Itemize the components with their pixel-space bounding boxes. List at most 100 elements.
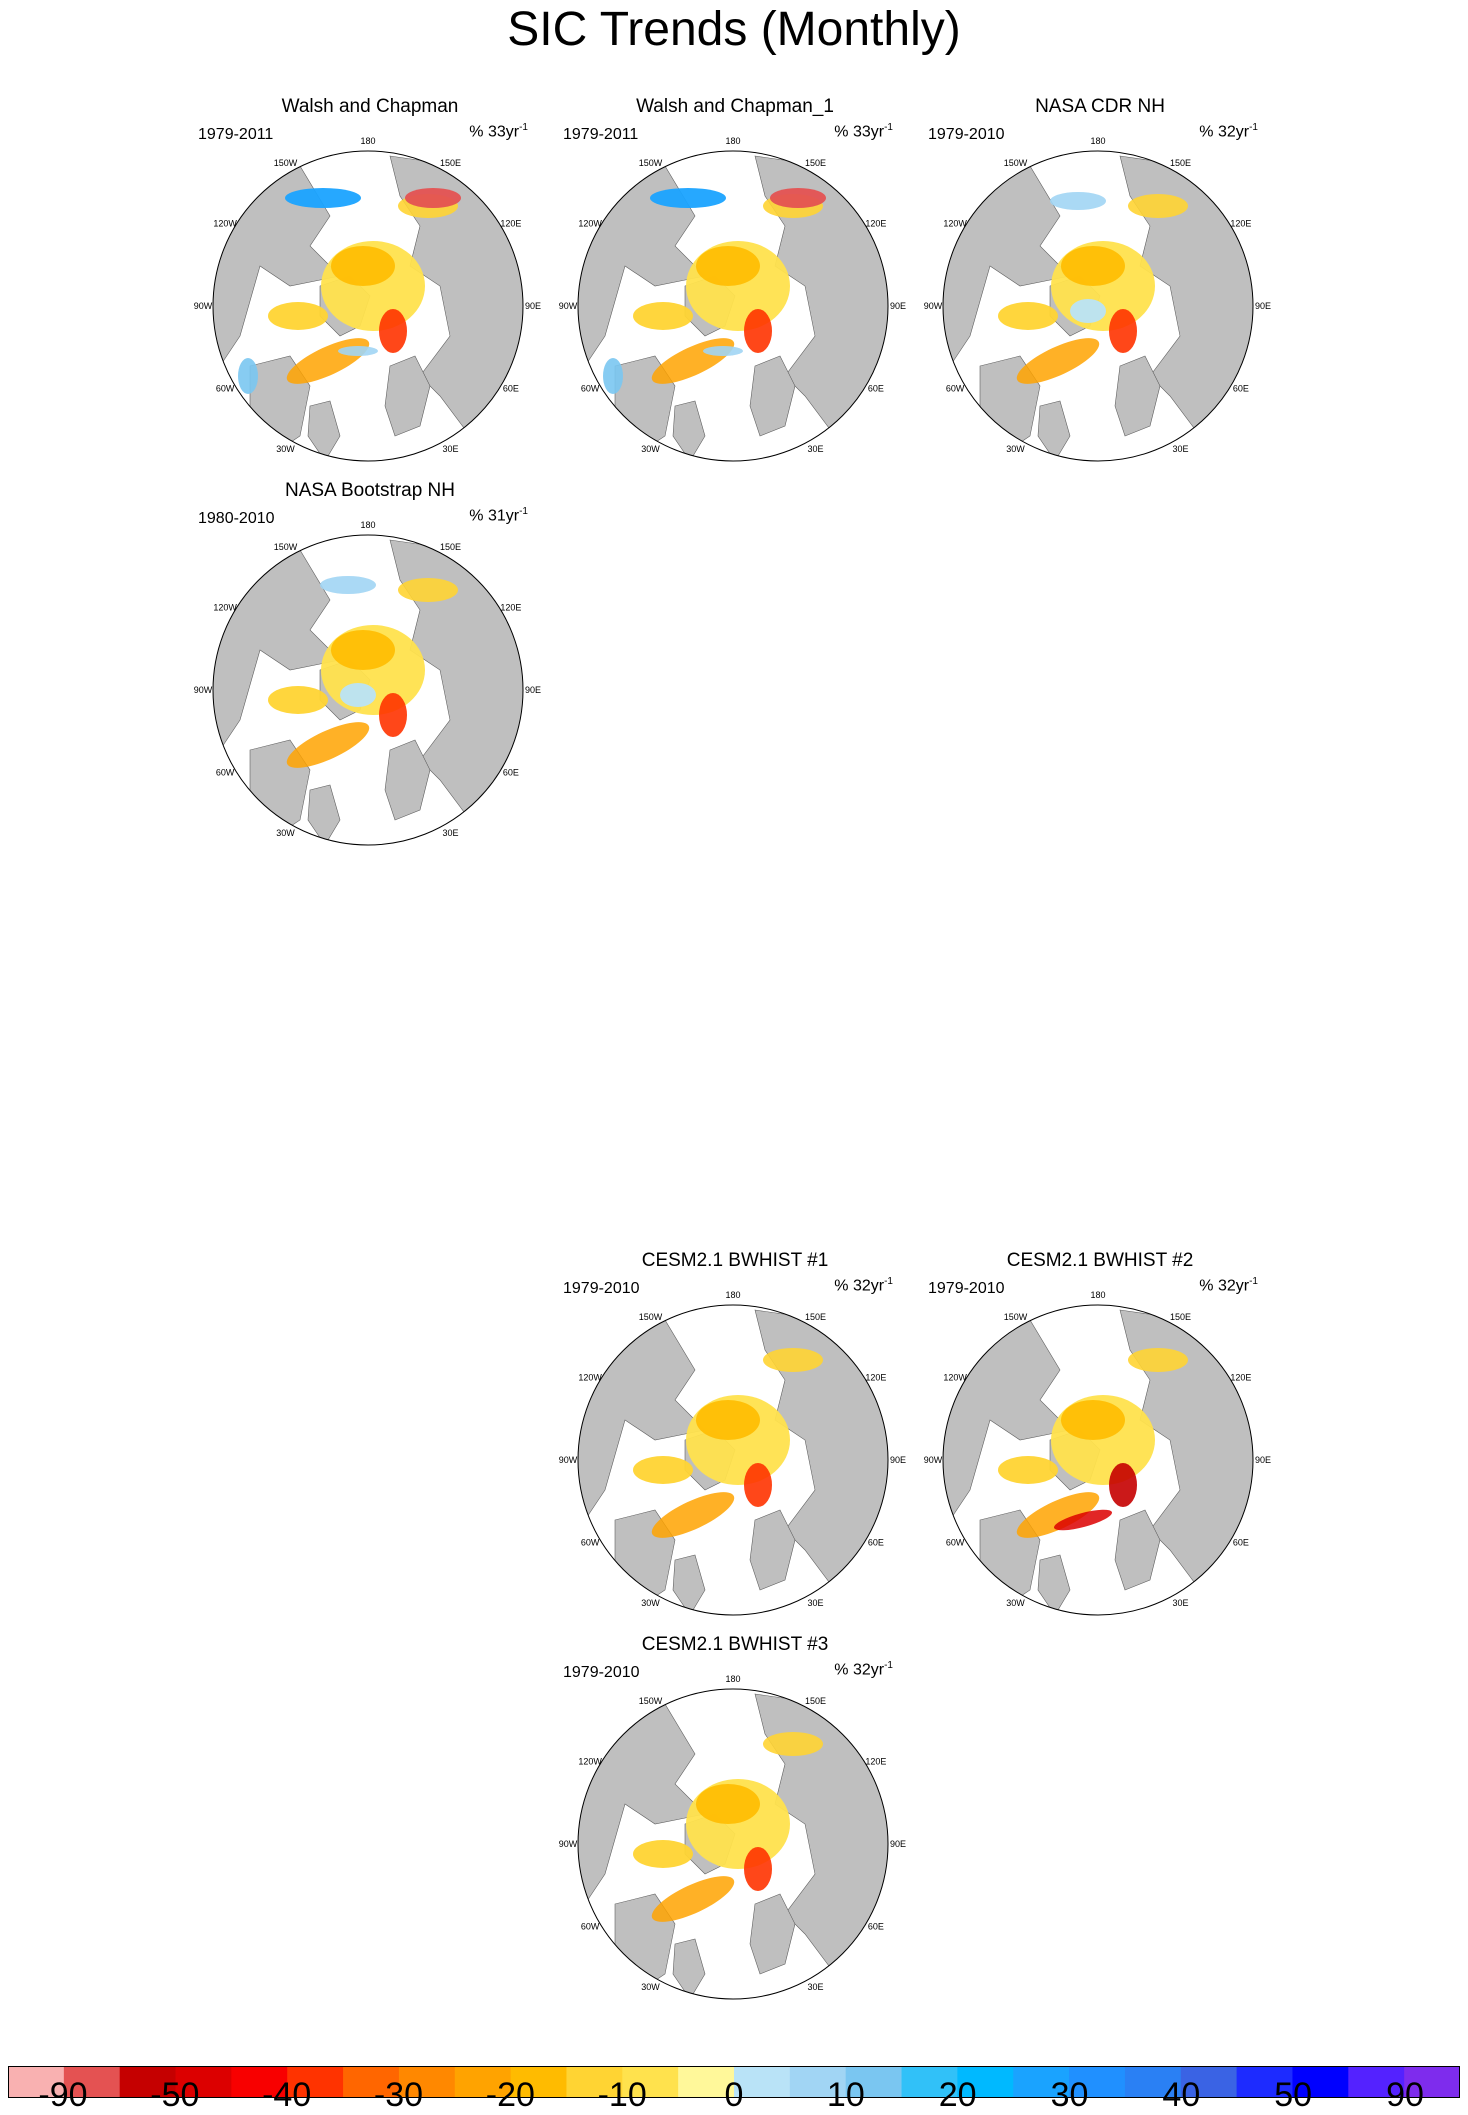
trend-shading	[744, 1847, 772, 1891]
polar-map: 180150E120E90E60E30E030W60W90W120W150W	[559, 136, 906, 462]
colorbar-swatch	[1292, 2066, 1349, 2098]
map-panel-nasa-bootstrap-nh: NASA Bootstrap NH 1980-2010 % 31yr-1 180…	[190, 480, 550, 850]
map-panel-cesm-bwhist-2: CESM2.1 BWHIST #2 1979-2010 % 32yr-1 180…	[920, 1250, 1280, 1620]
longitude-label: 60W	[216, 384, 235, 394]
longitude-label: 30W	[641, 1982, 660, 1992]
longitude-label: 60W	[581, 1922, 600, 1932]
colorbar-swatch	[566, 2066, 623, 2098]
longitude-label: 90W	[559, 1839, 578, 1849]
land-mass	[1119, 155, 1253, 461]
trend-shading	[1070, 299, 1106, 323]
map-boundary	[212, 150, 524, 462]
trend-shading	[1109, 1463, 1137, 1507]
longitude-label: 120W	[578, 1373, 602, 1383]
panel-title: CESM2.1 BWHIST #2	[1006, 1250, 1194, 1271]
longitude-label: 90W	[924, 1455, 943, 1465]
map-panel-cesm-bwhist-3: CESM2.1 BWHIST #3 1979-2010 % 32yr-1 180…	[555, 1634, 915, 2004]
trend-shading	[633, 302, 693, 330]
trend-shading	[1016, 1492, 1100, 1538]
map-boundary	[942, 1304, 1254, 1616]
longitude-label: 30W	[276, 828, 295, 838]
trend-shading	[238, 358, 258, 394]
trend-shading	[696, 1400, 760, 1440]
land-mass	[1114, 1509, 1161, 1591]
colorbar-swatch	[175, 2066, 232, 2098]
units-label: % 33yr-1	[469, 122, 528, 141]
longitude-label: 180	[1090, 1290, 1105, 1300]
longitude-label: 60E	[1233, 1538, 1249, 1548]
trend-shading	[650, 188, 726, 208]
longitude-label: 90W	[559, 1455, 578, 1465]
colorbar-label: -40	[262, 2076, 312, 2114]
land-mass	[754, 1309, 888, 1615]
longitude-label: 150W	[274, 542, 298, 552]
trend-shading	[379, 309, 407, 353]
longitude-label: 30E	[807, 1982, 823, 1992]
trend-shading	[340, 683, 376, 707]
longitude-label: 60E	[868, 1922, 884, 1932]
polar-map: 180150E120E90E60E30E030W60W90W120W150W	[194, 136, 541, 462]
longitude-label: 120W	[578, 1757, 602, 1767]
trend-shading	[338, 346, 378, 356]
colorbar-label: 0	[724, 2076, 744, 2114]
land-mass	[672, 400, 706, 461]
colorbar-swatch	[1348, 2066, 1405, 2098]
longitude-label: 150W	[1004, 158, 1028, 168]
longitude-label: 150E	[805, 1696, 826, 1706]
longitude-label: 60E	[503, 768, 519, 778]
longitude-label: 180	[360, 136, 375, 146]
longitude-label: 30W	[1006, 1598, 1025, 1608]
trend-shading	[1016, 338, 1100, 384]
colorbar-label: 40	[1162, 2076, 1201, 2114]
trend-shading	[268, 686, 328, 714]
map-panel-walsh-chapman-1: Walsh and Chapman_1 1979-2011 % 33yr-1 1…	[555, 96, 915, 466]
longitude-label: 30W	[641, 1598, 660, 1608]
colorbar-swatch	[1236, 2066, 1293, 2098]
units-label: % 32yr-1	[834, 1276, 893, 1295]
panel-title: Walsh and Chapman	[281, 96, 459, 117]
land-mass	[307, 400, 341, 461]
trend-shading	[651, 1492, 735, 1538]
trend-shading	[1053, 1509, 1113, 1531]
longitude-label: 30E	[807, 444, 823, 454]
longitude-label: 60E	[1233, 384, 1249, 394]
longitude-label: 90W	[924, 301, 943, 311]
units-label: % 32yr-1	[1199, 1276, 1258, 1295]
colorbar-label: -10	[597, 2076, 647, 2114]
colorbar-swatch	[343, 2066, 400, 2098]
trend-shading	[998, 1456, 1058, 1484]
colorbar-swatch	[398, 2066, 456, 2098]
longitude-label: 30W	[1006, 444, 1025, 454]
trend-shading	[320, 576, 376, 594]
longitude-label: 120E	[865, 1757, 886, 1767]
longitude-label: 120E	[500, 603, 521, 613]
colorbar-label: 10	[826, 2076, 865, 2114]
trend-shading	[285, 188, 361, 208]
longitude-label: 120W	[943, 1373, 967, 1383]
trend-shading	[763, 1732, 823, 1756]
colorbar-swatch	[231, 2066, 288, 2098]
longitude-label: 150E	[805, 158, 826, 168]
longitude-label: 150E	[440, 542, 461, 552]
trend-shading	[770, 188, 826, 208]
trend-shading	[744, 1463, 772, 1507]
colorbar-swatch	[734, 2066, 791, 2098]
polar-map: 180150E120E90E60E30E030W60W90W120W150W	[559, 1674, 906, 2000]
trend-shading	[696, 246, 760, 286]
map-boundary	[577, 150, 889, 462]
map-panel-cesm-bwhist-1: CESM2.1 BWHIST #1 1979-2010 % 32yr-1 180…	[555, 1250, 915, 1620]
longitude-label: 30W	[641, 444, 660, 454]
land-mass	[754, 1693, 888, 1999]
longitude-label: 150E	[1170, 158, 1191, 168]
colorbar-swatch	[1124, 2066, 1182, 2098]
longitude-label: 90W	[194, 301, 213, 311]
colorbar-swatch	[845, 2066, 903, 2098]
longitude-label: 120E	[500, 219, 521, 229]
colorbar-label: -50	[150, 2076, 200, 2114]
longitude-label: 180	[725, 1674, 740, 1684]
colorbar-swatch	[8, 2066, 65, 2098]
colorbar-swatch	[1013, 2066, 1070, 2098]
longitude-label: 150W	[639, 158, 663, 168]
map-panel-walsh-chapman: Walsh and Chapman 1979-2011 % 33yr-1 180…	[190, 96, 550, 466]
land-mass	[672, 1938, 706, 1999]
